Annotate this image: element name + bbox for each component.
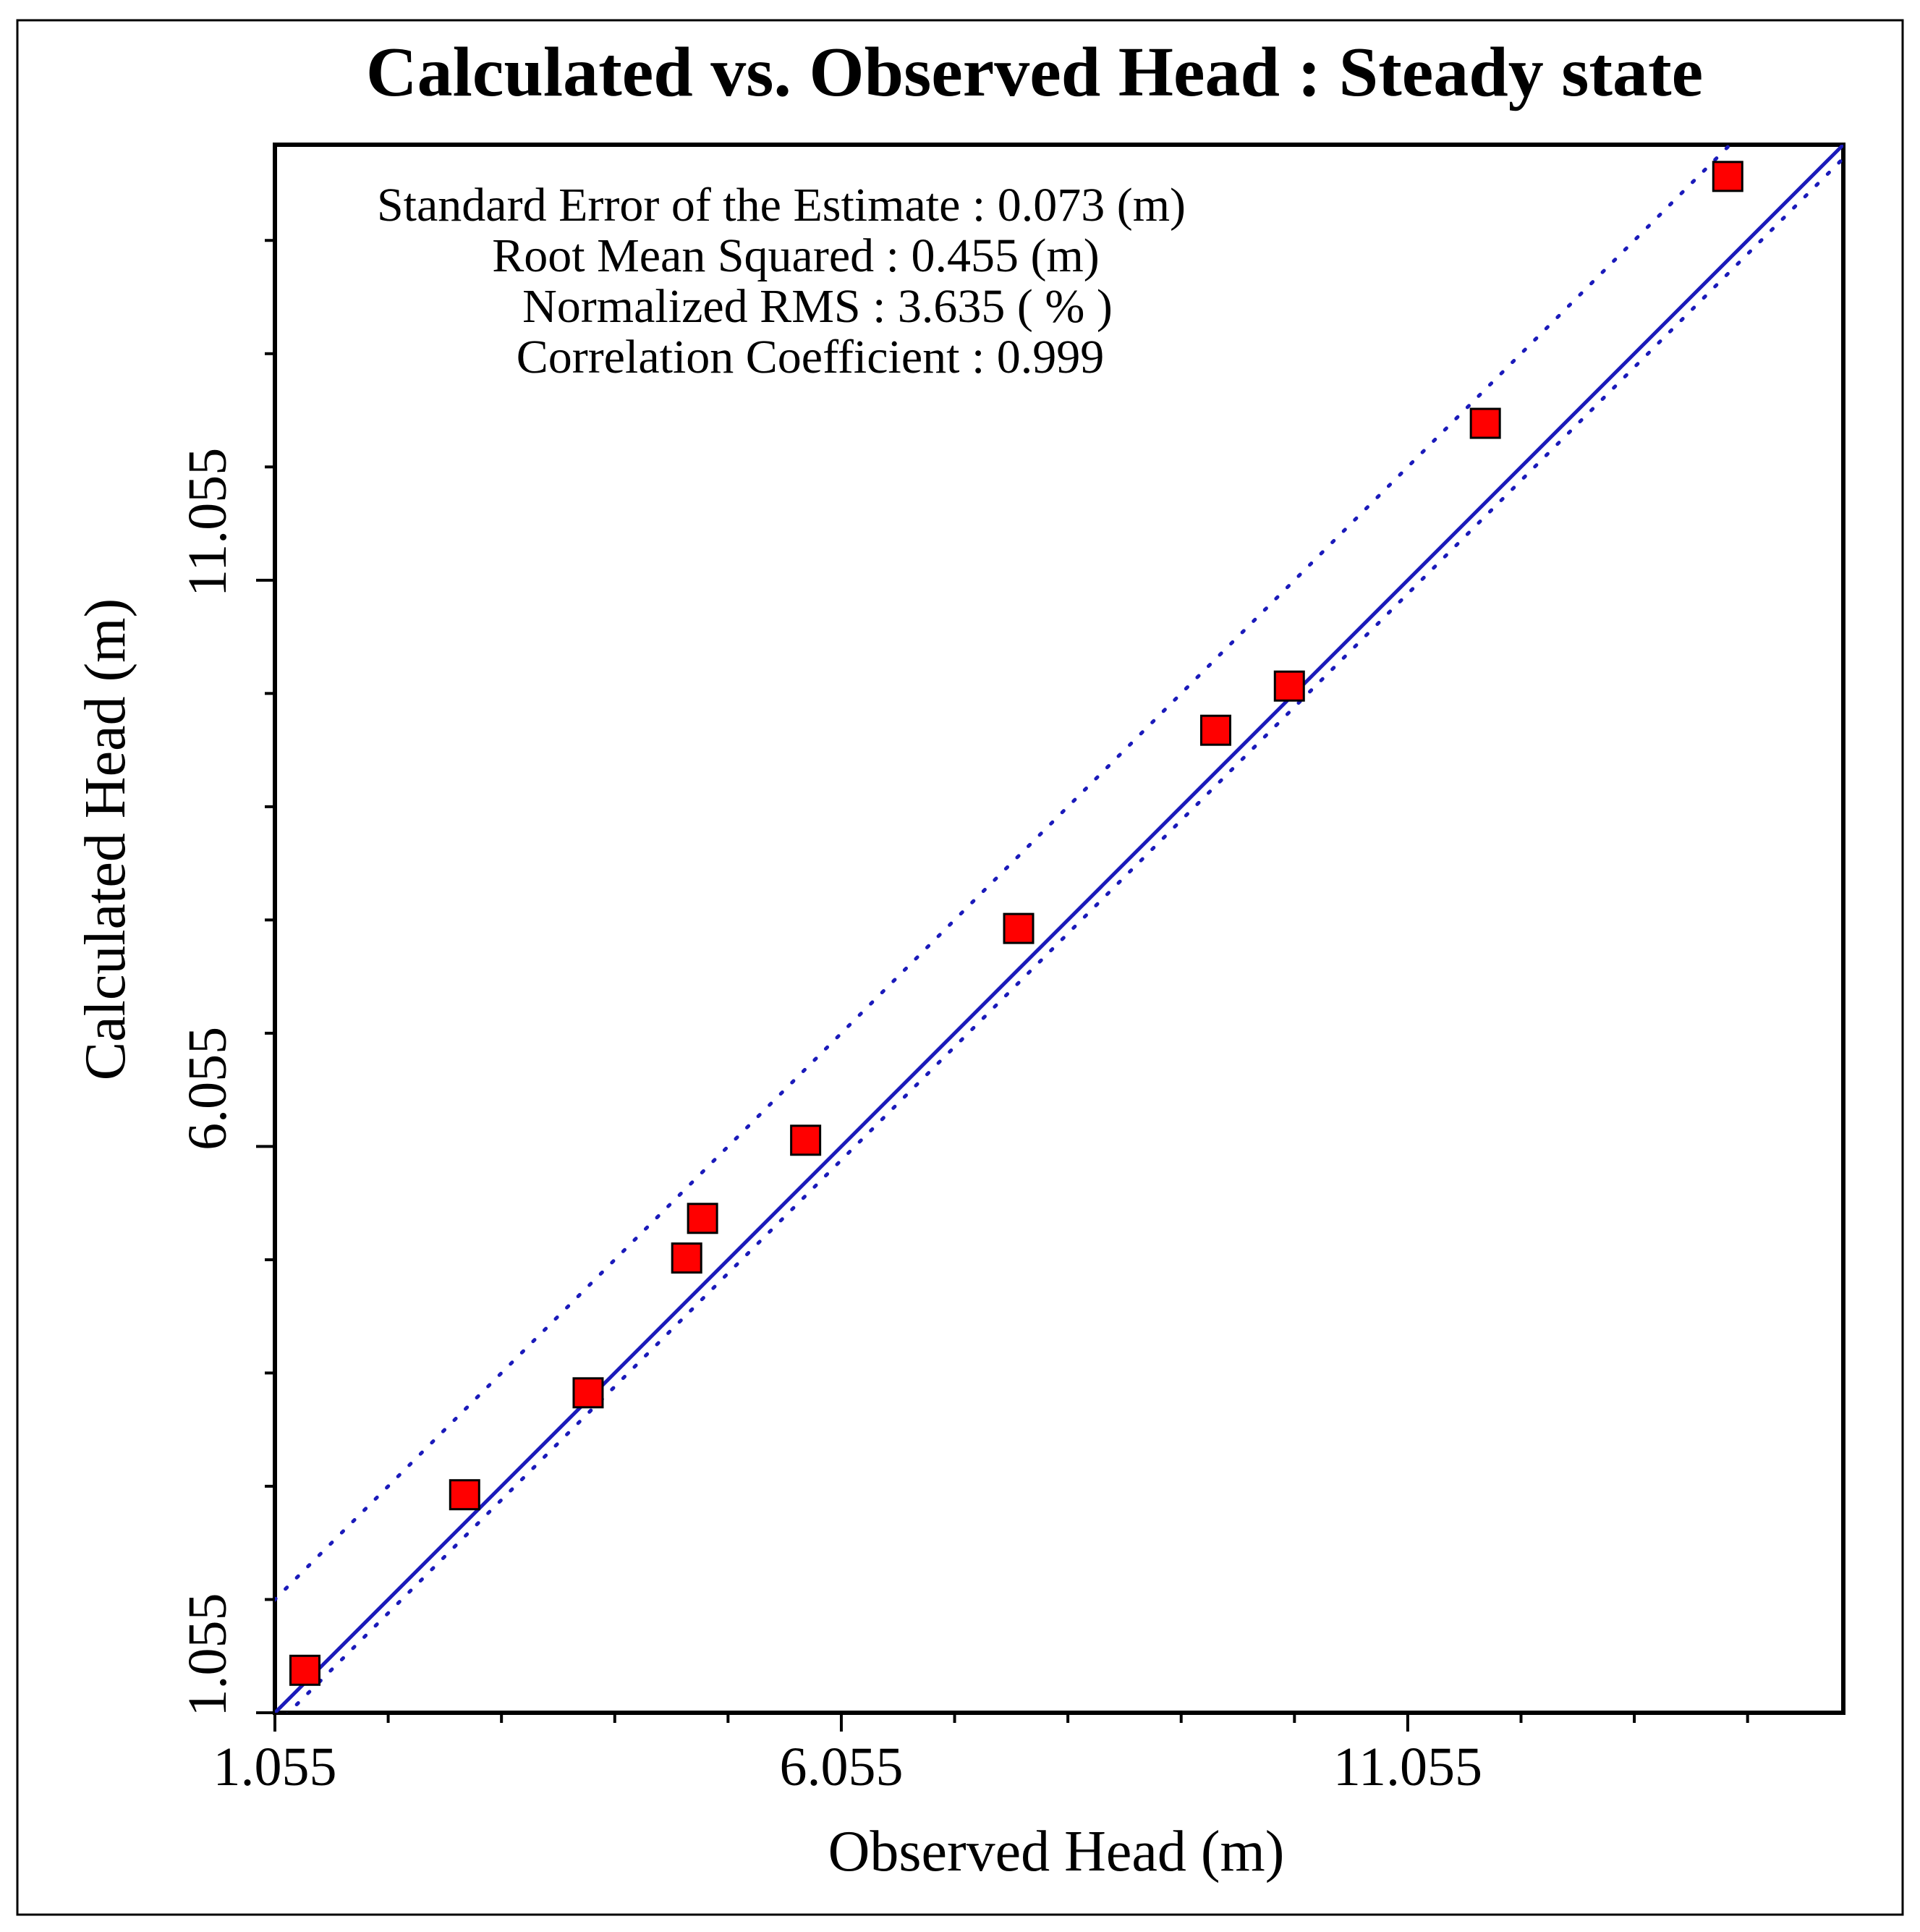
data-point [687,1203,718,1234]
stats-annotation: Standard Error of the Estimate : 0.073 (… [377,179,1186,384]
x-axis-title: Observed Head (m) [828,1820,1285,1884]
identity-line [275,145,1843,1713]
chart-title: Calculated vs. Observed Head : Steady st… [366,33,1703,111]
stat-standard-error: Standard Error of the Estimate : 0.073 (… [377,179,1186,232]
data-point [1003,912,1035,944]
x-tick-label: 11.055 [1333,1737,1482,1797]
reference-lines [275,145,1843,1713]
x-tick-label: 6.055 [779,1737,903,1797]
stat-normalized-rms: Normalized RMS : 3.635 ( % ) [522,280,1113,333]
data-point [572,1377,604,1409]
stat-correlation: Correlation Coefficient : 0.999 [517,331,1105,384]
data-point [1469,407,1501,439]
stat-rms: Root Mean Squared : 0.455 (m) [492,229,1100,282]
y-axis: 1.055 6.055 11.055 [177,239,275,1717]
y-axis-title: Calculated Head (m) [74,598,137,1080]
x-axis: 1.055 6.055 11.055 [213,1713,1749,1797]
plot-area [273,143,1845,1715]
y-tick-label: 11.055 [177,448,238,597]
data-points [289,161,1743,1686]
x-tick-label: 1.055 [213,1737,337,1797]
data-point [449,1479,480,1511]
data-point [1712,161,1743,192]
y-tick-label: 6.055 [177,1027,238,1151]
data-point [1199,714,1231,746]
outer-frame [16,19,1904,1916]
data-point [671,1242,702,1274]
data-point [1273,670,1305,702]
data-point [790,1124,822,1156]
data-point [289,1654,320,1686]
y-tick-label: 1.055 [177,1593,238,1717]
